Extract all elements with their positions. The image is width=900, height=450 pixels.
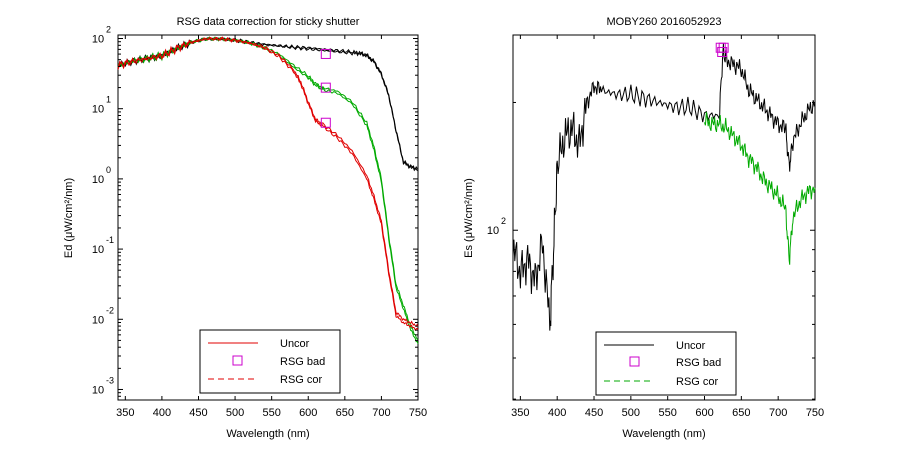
right-chart: 350 400 450 500 550 600 650 700 750 102 MOBY260 … bbox=[463, 16, 824, 440]
right-x-axis-label: Wavelength (nm) bbox=[622, 428, 705, 440]
left-legend-rsg-bad-swatch bbox=[232, 355, 243, 366]
left-y-tick-exp-4: -2 bbox=[106, 305, 114, 315]
left-y-axis-label: Ed (μW/cm²/nm) bbox=[63, 178, 75, 258]
right-legend-rsg-bad-swatch bbox=[629, 356, 640, 367]
right-y-tick-exp-0: 2 bbox=[501, 216, 506, 226]
right-legend: Uncor RSG bad RSG cor bbox=[595, 331, 737, 396]
right-x-tick-label-2: 450 bbox=[585, 407, 603, 419]
left-x-axis-label: Wavelength (nm) bbox=[226, 428, 309, 440]
left-x-tick-label-4: 550 bbox=[262, 407, 280, 419]
left-y-tick-exp-5: -3 bbox=[106, 375, 114, 385]
left-y-tick-base-1: 10 bbox=[92, 104, 104, 116]
left-x-tick-label-7: 700 bbox=[372, 407, 390, 419]
left-y-tick-base-5: 10 bbox=[92, 384, 104, 396]
left-x-tick-label-5: 600 bbox=[299, 407, 317, 419]
left-x-ticks: 350 400 450 500 550 600 650 700 750 bbox=[116, 35, 427, 419]
left-rsg-bad-marker-1 bbox=[320, 82, 331, 93]
right-legend-uncor-label: Uncor bbox=[676, 340, 706, 352]
right-x-tick-label-8: 750 bbox=[806, 407, 824, 419]
left-y-tick-base-0: 10 bbox=[92, 34, 104, 46]
left-y-tick-exp-2: 0 bbox=[106, 165, 111, 175]
left-x-tick-label-1: 400 bbox=[153, 407, 171, 419]
right-x-tick-label-7: 700 bbox=[769, 407, 787, 419]
right-x-tick-label-3: 500 bbox=[622, 407, 640, 419]
left-series-group bbox=[117, 36, 419, 344]
left-rsg-bad-marker-0 bbox=[320, 48, 331, 59]
left-series-line-3 bbox=[117, 36, 419, 344]
left-series-line-2 bbox=[117, 36, 419, 341]
right-legend-box bbox=[595, 331, 737, 396]
left-legend-box bbox=[199, 329, 341, 394]
left-y-tick-base-4: 10 bbox=[92, 314, 104, 326]
right-x-tick-label-1: 400 bbox=[548, 407, 566, 419]
left-series-line-5 bbox=[117, 37, 419, 332]
left-legend-rsg-cor-label: RSG cor bbox=[280, 374, 323, 386]
right-series-line-0 bbox=[512, 43, 816, 331]
left-y-tick-exp-1: 1 bbox=[106, 95, 111, 105]
right-x-tick-label-4: 550 bbox=[659, 407, 677, 419]
left-x-tick-label-8: 750 bbox=[409, 407, 427, 419]
right-y-tick-base-0: 10 bbox=[487, 225, 499, 237]
left-x-tick-label-2: 450 bbox=[189, 407, 207, 419]
left-x-tick-label-3: 500 bbox=[226, 407, 244, 419]
right-plot-frame bbox=[512, 34, 816, 401]
right-x-tick-label-5: 600 bbox=[695, 407, 713, 419]
left-legend-rsg-bad-label: RSG bad bbox=[280, 356, 325, 368]
right-series-line-1 bbox=[704, 111, 816, 265]
left-legend: Uncor RSG bad RSG cor bbox=[199, 329, 341, 394]
left-series-line-1 bbox=[117, 37, 419, 172]
left-chart-title: RSG data correction for sticky shutter bbox=[177, 16, 360, 28]
right-markers-group bbox=[715, 42, 729, 57]
left-x-tick-label-6: 650 bbox=[336, 407, 354, 419]
right-y-ticks: 102 bbox=[487, 101, 815, 400]
right-chart-title: MOBY260 2016052923 bbox=[607, 16, 722, 28]
left-y-tick-exp-0: 2 bbox=[106, 25, 111, 35]
right-legend-rsg-cor-label: RSG cor bbox=[676, 376, 719, 388]
right-x-tick-label-6: 650 bbox=[732, 407, 750, 419]
left-chart: 350 400 450 500 550 600 650 700 750 10210110010-… bbox=[63, 16, 427, 440]
left-y-tick-exp-3: -1 bbox=[106, 235, 114, 245]
right-x-ticks: 350 400 450 500 550 600 650 700 750 bbox=[511, 35, 824, 419]
left-rsg-bad-marker-2 bbox=[320, 117, 331, 128]
left-plot-frame bbox=[117, 34, 419, 401]
right-rsg-bad-marker-2 bbox=[718, 42, 729, 53]
right-legend-rsg-bad-label: RSG bad bbox=[676, 357, 721, 369]
right-x-tick-label-0: 350 bbox=[511, 407, 529, 419]
left-series-line-4 bbox=[117, 36, 419, 328]
right-series-group bbox=[512, 43, 816, 331]
left-x-tick-label-0: 350 bbox=[116, 407, 134, 419]
left-y-tick-base-2: 10 bbox=[92, 174, 104, 186]
left-legend-uncor-label: Uncor bbox=[280, 338, 310, 350]
right-y-axis-label: Es (μW/cm²/nm) bbox=[463, 178, 475, 258]
left-markers-group bbox=[320, 48, 331, 128]
left-y-tick-base-3: 10 bbox=[92, 244, 104, 256]
